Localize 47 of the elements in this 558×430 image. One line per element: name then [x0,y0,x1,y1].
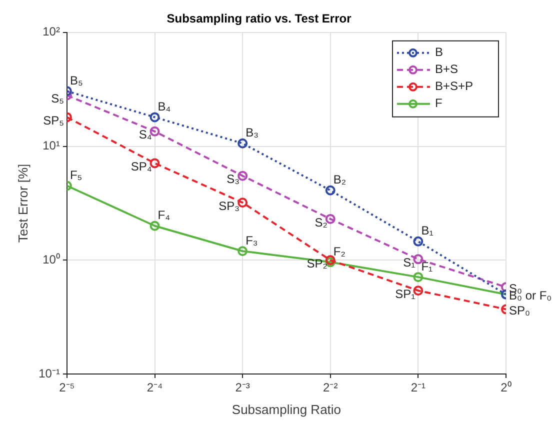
annotation: SP₃ [218,198,240,213]
annotation: B₄ [158,100,171,114]
x-tick-label: 2⁰ [500,380,512,395]
x-tick-label: 2⁻⁴ [146,380,163,395]
legend-label: F [435,96,442,110]
annotation: S₄ [138,128,152,142]
annotation: F₅ [70,168,82,182]
y-tick-label: 10⁰ [42,252,60,266]
annotation: S₁ [403,255,416,270]
annotation: S₂ [314,215,328,230]
annotation: F₂ [333,244,346,258]
point [238,198,248,208]
annotation: B₃ [246,126,259,140]
y-tick-label: 10² [42,24,60,39]
annotation: B₁ [421,224,434,238]
annotation: SP₅ [43,114,64,128]
annotation: SP₁ [395,286,416,301]
point [150,112,160,122]
annotation: F₃ [246,233,258,248]
x-tick-label: 2⁻¹ [410,380,426,395]
point [150,220,160,231]
y-axis-title: Test Error [%] [15,164,30,243]
point [238,138,248,148]
x-tick-label: 2⁻⁵ [59,380,75,395]
chart-title: Subsampling ratio vs. Test Error [166,12,352,26]
legend-label: B+S+P [435,79,474,94]
annotation: F₁ [421,259,433,274]
legend-label: B [435,45,444,60]
y-tick-label: 10⁻¹ [38,366,60,380]
annotation: SP₂ [306,256,328,270]
annotation: S₃ [226,172,240,186]
annotation: B₂ [333,172,346,187]
x-tick-label: 2⁻³ [235,380,250,395]
point [413,272,424,282]
point [238,246,248,256]
point [238,170,248,181]
x-axis-title: Subsampling Ratio [232,402,342,417]
annotation: B₅ [70,73,83,88]
point [325,185,336,196]
annotation: SP₀ [509,304,530,318]
legend-label: B+S [435,62,458,76]
point [413,236,424,246]
annotation: S₅ [51,92,64,106]
annotation: SP₄ [130,160,152,174]
annotation: F₄ [158,208,170,222]
x-tick-label: 2⁻² [323,380,338,395]
y-tick-label: 10¹ [42,138,60,153]
